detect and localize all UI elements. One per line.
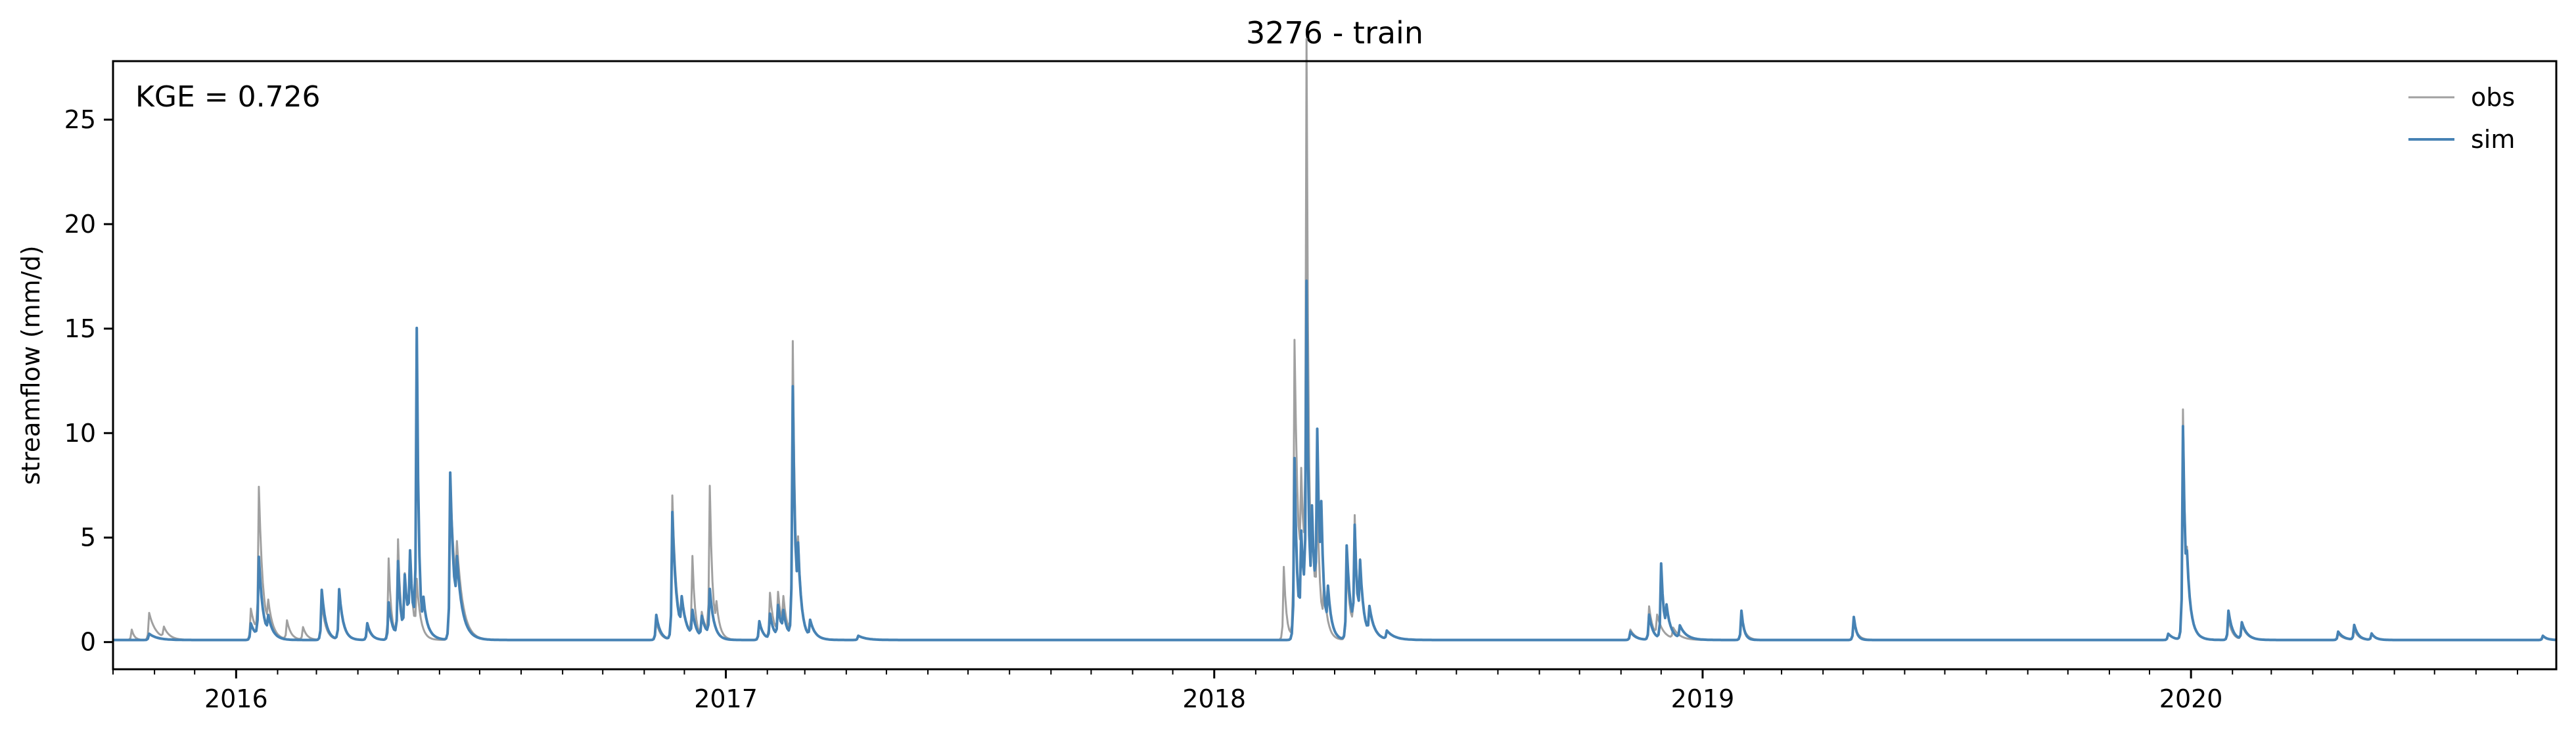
legend: obs sim [2408, 83, 2515, 154]
y-tick-label: 20 [64, 210, 96, 239]
series-line-obs [113, 37, 2557, 641]
y-axis: 0 5 10 15 20 25 [64, 105, 113, 657]
y-tick-label: 5 [80, 523, 96, 552]
chart-title: 3276 - train [1246, 15, 1423, 51]
y-axis-label: streamflow (mm/d) [16, 245, 45, 485]
kge-annotation: KGE = 0.726 [135, 80, 321, 114]
y-tick-label: 15 [64, 314, 96, 343]
x-tick-label: 2019 [1671, 684, 1735, 713]
x-tick-label: 2018 [1182, 684, 1246, 713]
legend-label-sim: sim [2471, 125, 2515, 154]
y-tick-label: 10 [64, 419, 96, 448]
series-layer [113, 37, 2557, 642]
y-tick-label: 25 [64, 105, 96, 134]
x-axis: 2016 2017 2018 2019 2020 [112, 669, 2518, 713]
series-line-sim [113, 279, 2557, 642]
x-tick-label: 2017 [694, 684, 758, 713]
x-tick-label: 2020 [2159, 684, 2223, 713]
legend-label-obs: obs [2471, 83, 2515, 112]
plot-area [112, 37, 2558, 671]
axes-frame [112, 60, 2558, 671]
y-tick-label: 0 [80, 628, 96, 657]
x-tick-label: 2016 [204, 684, 268, 713]
